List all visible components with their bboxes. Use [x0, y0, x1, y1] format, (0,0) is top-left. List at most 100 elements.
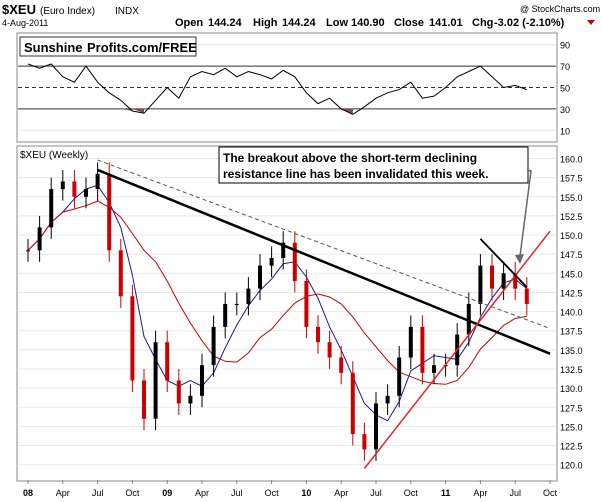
x-axis: 08 Apr Jul Oct 09 Apr Jul Oct 10 Apr Jul Oct 11 Apr Ju…	[23, 480, 558, 498]
candle-body	[153, 342, 158, 419]
trendline	[363, 230, 551, 469]
annotation-box	[218, 146, 529, 184]
rsi-tick-label: 50	[560, 84, 570, 94]
chg-down-arrow-icon	[587, 20, 595, 25]
price-tick-label: 152.5	[560, 212, 583, 222]
candle-body	[26, 250, 30, 252]
price-tick-label: 120.0	[560, 461, 583, 471]
rsi-series-line	[27, 63, 527, 115]
header-low: 140.90	[351, 17, 385, 29]
candle-body	[60, 181, 65, 190]
header-high-label: High	[253, 17, 278, 29]
x-tick-label: Oct	[404, 488, 419, 498]
candle-body	[350, 372, 355, 435]
candle-body	[118, 250, 123, 297]
candle-body	[304, 280, 309, 327]
price-panel-label: $XEU (Weekly)	[20, 150, 88, 161]
logo-profits: Profits.com/FREE	[87, 40, 197, 55]
candle-body	[408, 326, 413, 358]
candle-body	[501, 273, 506, 289]
candles	[26, 162, 529, 461]
price-tick-label: 137.5	[560, 327, 583, 337]
x-tick-label: Oct	[125, 488, 140, 498]
candle-body	[72, 181, 77, 197]
x-tick-label: Jul	[92, 488, 104, 498]
header-date: 4-Aug-2011	[2, 18, 48, 28]
price-tick-label: 142.5	[560, 288, 583, 298]
candle-body	[316, 326, 320, 343]
rsi-tick-label: 90	[560, 41, 570, 51]
price-tick-label: 145.0	[560, 269, 583, 279]
rsi-oversold-area	[120, 108, 133, 112]
header-low-label: Low	[326, 17, 348, 29]
candle-body	[200, 365, 204, 396]
candle-body	[130, 296, 135, 381]
candle-body	[269, 258, 274, 266]
header-name: (Euro Index)	[40, 6, 95, 17]
price-y-axis: 120.0 122.5 125.0 127.5 130.0 132.5 135.0 137.5…	[560, 154, 583, 470]
candle-body	[420, 326, 425, 373]
candle-body	[188, 395, 193, 404]
rsi-tick-label: 70	[560, 62, 570, 72]
header-close: 141.01	[429, 17, 463, 29]
price-tick-label: 150.0	[560, 231, 583, 241]
candle-body	[339, 357, 344, 373]
candle-body	[281, 242, 286, 258]
x-tick-label: Apr	[334, 488, 348, 498]
candle-body	[478, 265, 483, 304]
x-tick-label: Oct	[543, 488, 558, 498]
x-tick-label: 08	[23, 488, 33, 498]
candle-body	[84, 189, 88, 197]
candle-body	[397, 357, 402, 396]
x-tick-label: Oct	[265, 488, 280, 498]
candle-body	[234, 303, 239, 305]
trendline	[97, 159, 551, 329]
header-open: 144.24	[208, 17, 243, 29]
rsi-tick-label: 30	[560, 105, 570, 115]
logo-box	[19, 36, 197, 57]
trendline	[97, 168, 551, 355]
rsi-grid	[18, 44, 556, 131]
candle-body	[362, 434, 367, 450]
price-tick-label: 127.5	[560, 403, 583, 413]
candle-body	[513, 273, 518, 289]
price-tick-label: 135.0	[560, 346, 583, 356]
candle-body	[211, 326, 216, 366]
candle-body	[432, 365, 436, 373]
header-symbol: $XEU	[2, 2, 36, 17]
header-chg-label: Chg	[472, 17, 493, 29]
price-tick-label: 122.5	[560, 442, 583, 452]
price-tick-label: 132.5	[560, 365, 583, 375]
annotation-line2: resistance line has been invalidated thi…	[223, 167, 488, 181]
price-tick-label: 130.0	[560, 384, 583, 394]
price-tick-label: 157.5	[560, 174, 583, 184]
header-copyright: @ StockCharts.com	[520, 4, 600, 14]
header-chg: -3.02 (-2.10%)	[494, 17, 565, 29]
candle-body	[246, 288, 251, 304]
candle-body	[165, 342, 170, 381]
trendlines	[97, 159, 551, 469]
logo-sunshine: Sunshine	[24, 40, 83, 55]
x-tick-label: Apr	[473, 488, 487, 498]
rsi-tick-label: 10	[560, 126, 570, 136]
candle-body	[327, 342, 332, 358]
candle-body	[95, 173, 100, 190]
x-tick-label: 09	[162, 488, 172, 498]
candle-body	[49, 189, 54, 228]
candle-body	[107, 173, 112, 251]
x-tick-label: Jul	[509, 488, 521, 498]
price-tick-label: 140.0	[560, 308, 583, 318]
candle-body	[490, 265, 494, 289]
x-tick-label: Jul	[370, 488, 382, 498]
header-close-label: Close	[394, 17, 424, 29]
annotation-pointer	[519, 169, 532, 257]
price-tick-label: 125.0	[560, 422, 583, 432]
annotation-line1: The breakout above the short-term declin…	[223, 151, 477, 165]
header-exchange: INDX	[115, 6, 139, 17]
candle-body	[292, 242, 297, 281]
trendline	[479, 238, 528, 288]
candle-body	[223, 303, 228, 327]
x-tick-label: Apr	[195, 488, 209, 498]
price-tick-label: 155.0	[560, 193, 583, 203]
